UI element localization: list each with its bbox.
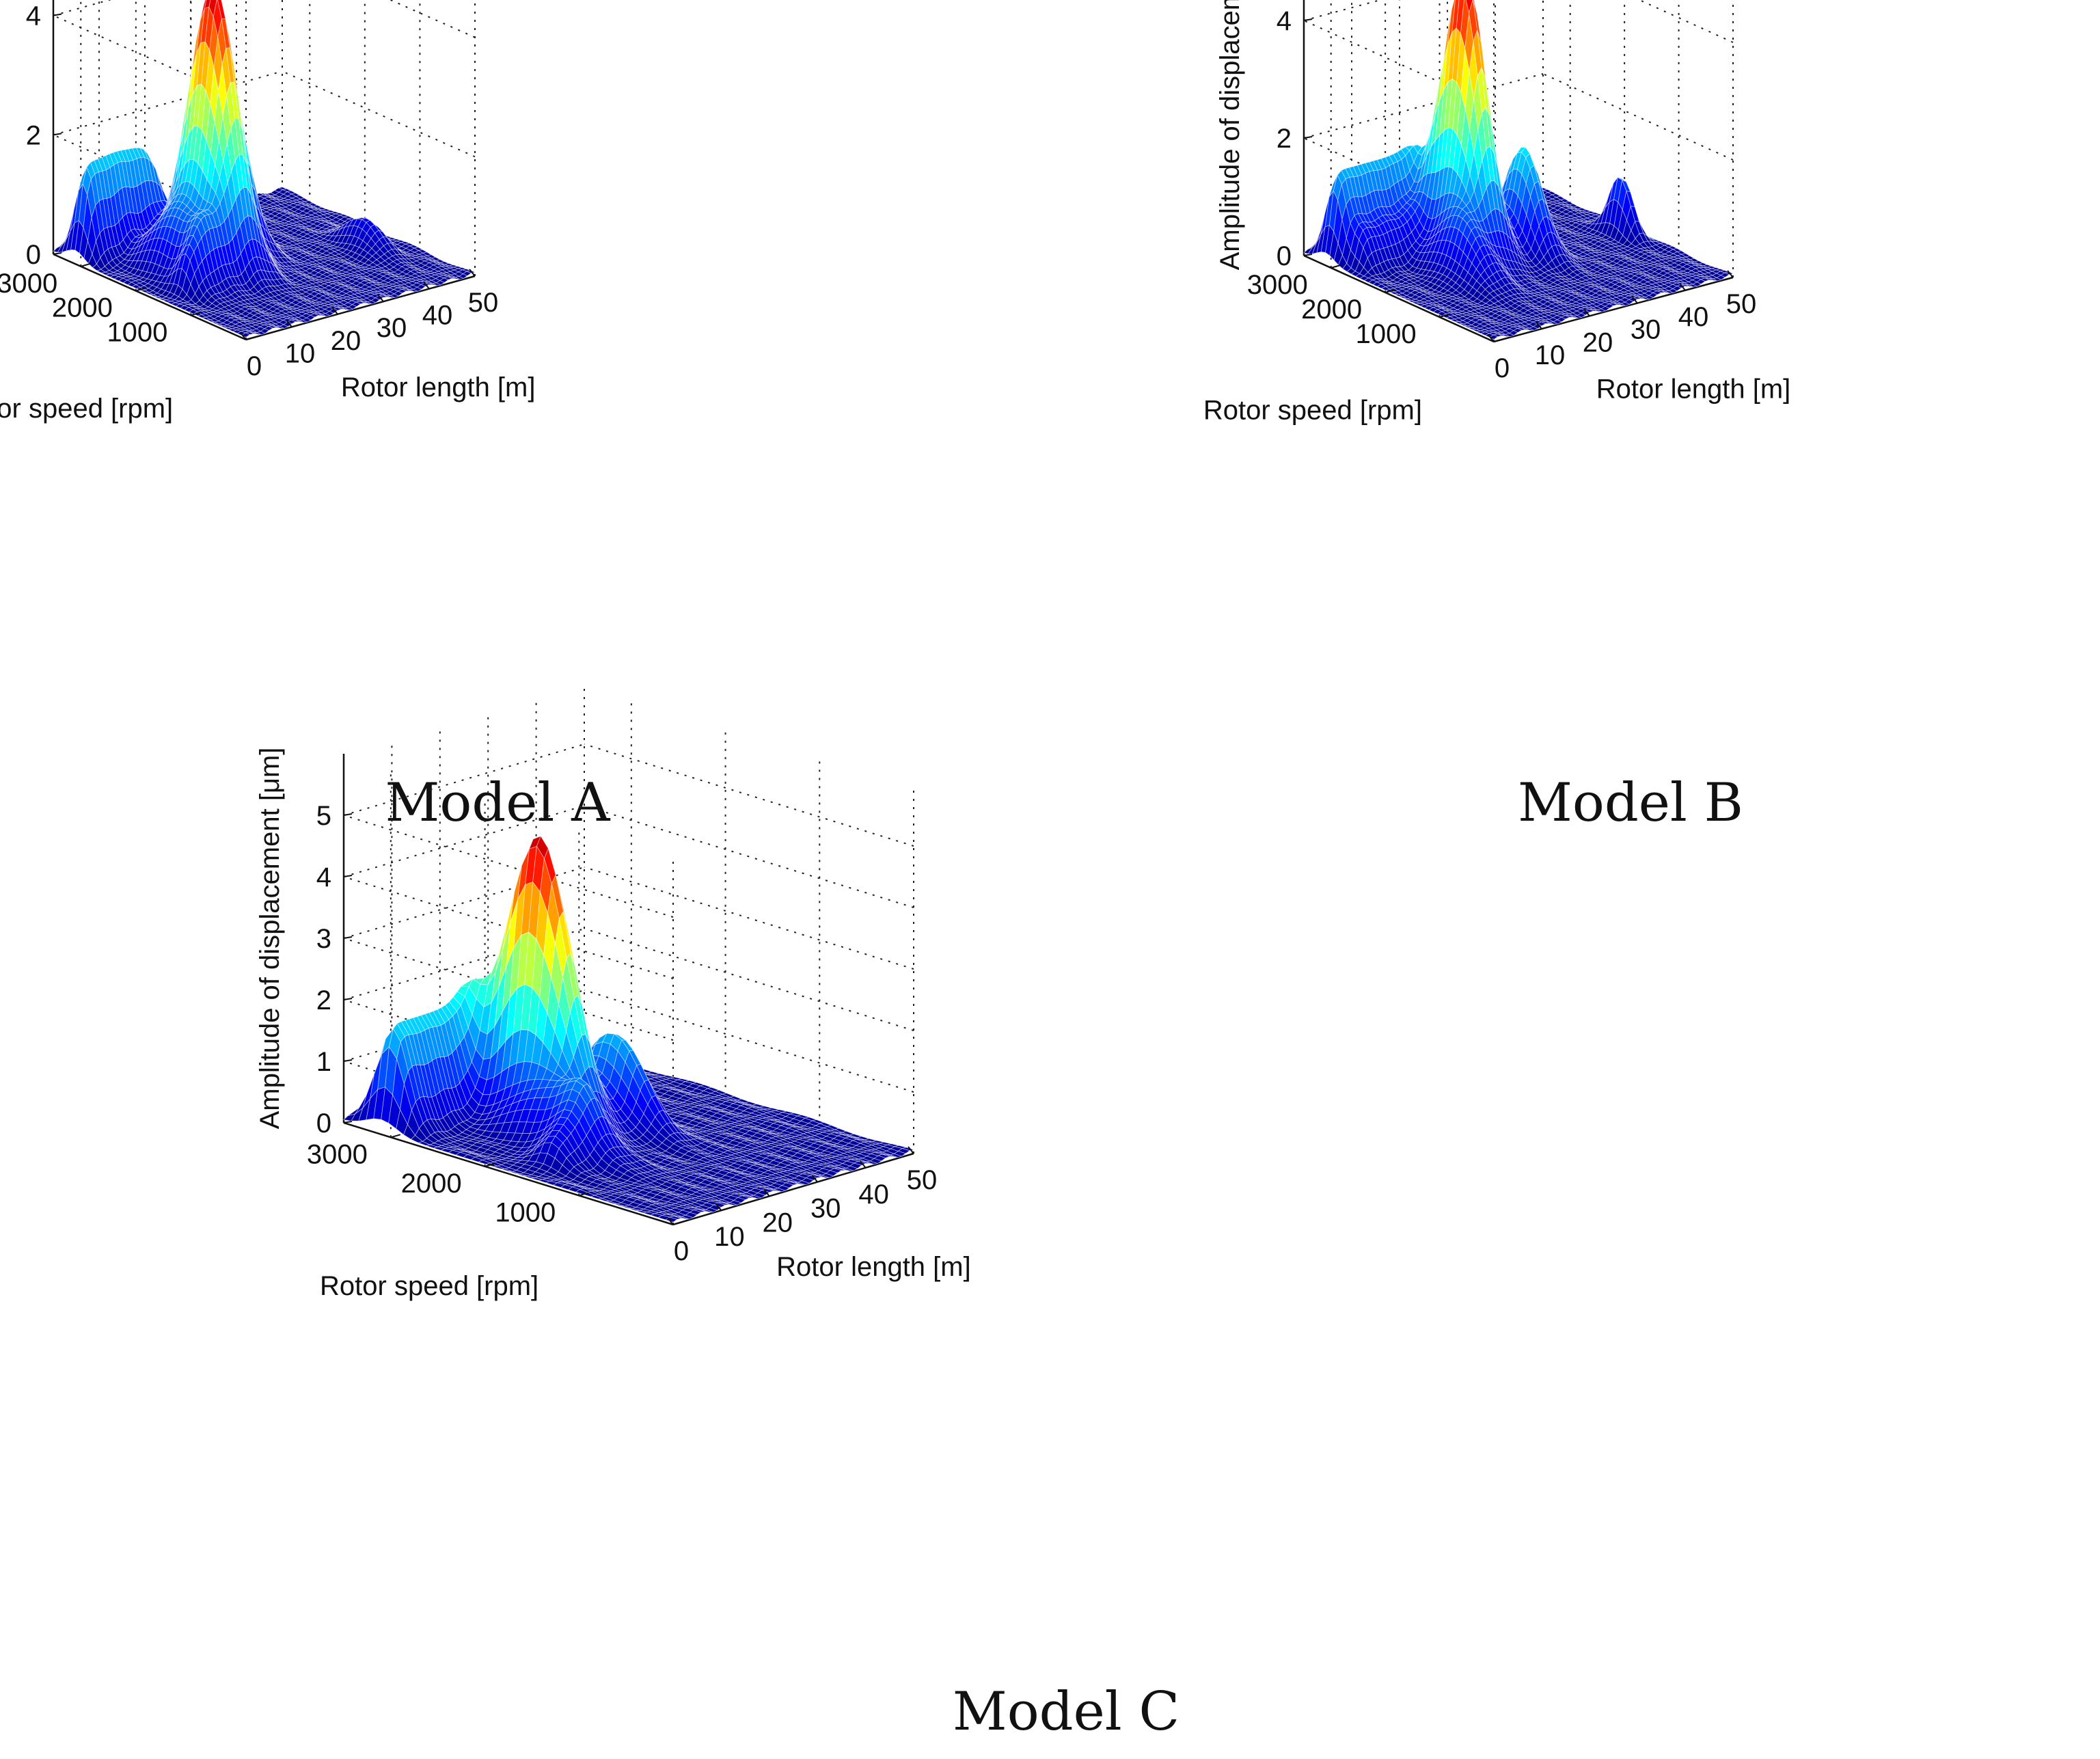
surface-plot-svg: 024601020304050100020003000Amplitude of … [0, 0, 536, 424]
grid-line [282, 70, 476, 158]
axes [52, 0, 476, 341]
x-tick-mark [331, 307, 338, 315]
x-axis-line [1493, 276, 1734, 343]
x-tick-mark [423, 281, 430, 290]
x-tick-mark [377, 294, 384, 302]
caption-model-a: Model A [385, 772, 610, 834]
grid-line [1637, 0, 1734, 43]
grid-line [1542, 73, 1734, 161]
surface-mesh [53, 0, 476, 338]
surface-plot-model-b: 024601020304050100020003000Amplitude of … [1050, 0, 2100, 847]
axes [1303, 0, 1734, 343]
y-tick-label: 2000 [52, 293, 113, 323]
grid-line [1303, 0, 1383, 21]
tick-labels: 024601020304050100020003000 [0, 1, 499, 381]
x-tick-mark [286, 319, 292, 328]
x-tick-label: 50 [468, 288, 499, 318]
x-axis-label: Rotor length [m] [341, 372, 536, 403]
z-tick-mark [53, 252, 62, 255]
x-tick-label: 30 [377, 313, 407, 343]
x-tick-label: 10 [285, 338, 316, 368]
y-axis-line [53, 253, 247, 341]
y-axis-label: Rotor speed [rpm] [0, 394, 173, 424]
grid-line [53, 0, 112, 16]
y-axis-line [1303, 254, 1495, 343]
grid-line [53, 70, 283, 136]
surface-mesh [1303, 0, 1734, 340]
y-tick-mark [135, 287, 146, 292]
z-tick-label: 0 [26, 240, 41, 270]
grid-line [389, 0, 476, 38]
axis-labels: Amplitude of displacement [μm]Rotor leng… [0, 372, 536, 424]
surface-plot-svg: 024601020304050100020003000Amplitude of … [1203, 0, 1790, 425]
x-tick-label: 0 [247, 351, 262, 381]
z-tick-label: 4 [26, 1, 41, 31]
x-tick-label: 20 [331, 326, 362, 356]
x-tick-mark [469, 269, 476, 277]
z-tick-label: 2 [26, 120, 41, 150]
x-axis-line [245, 275, 476, 341]
y-tick-mark [191, 312, 201, 316]
z-tick-mark [53, 133, 62, 136]
y-tick-mark [81, 262, 91, 267]
surface-plot-model-a: 024601020304050100020003000Amplitude of … [0, 0, 1050, 847]
x-tick-label: 40 [422, 301, 453, 331]
y-tick-label: 3000 [0, 269, 57, 299]
grid-line [1303, 73, 1544, 139]
x-tick-mark [240, 332, 247, 340]
z-tick-mark [53, 13, 62, 16]
y-tick-label: 1000 [107, 317, 167, 347]
